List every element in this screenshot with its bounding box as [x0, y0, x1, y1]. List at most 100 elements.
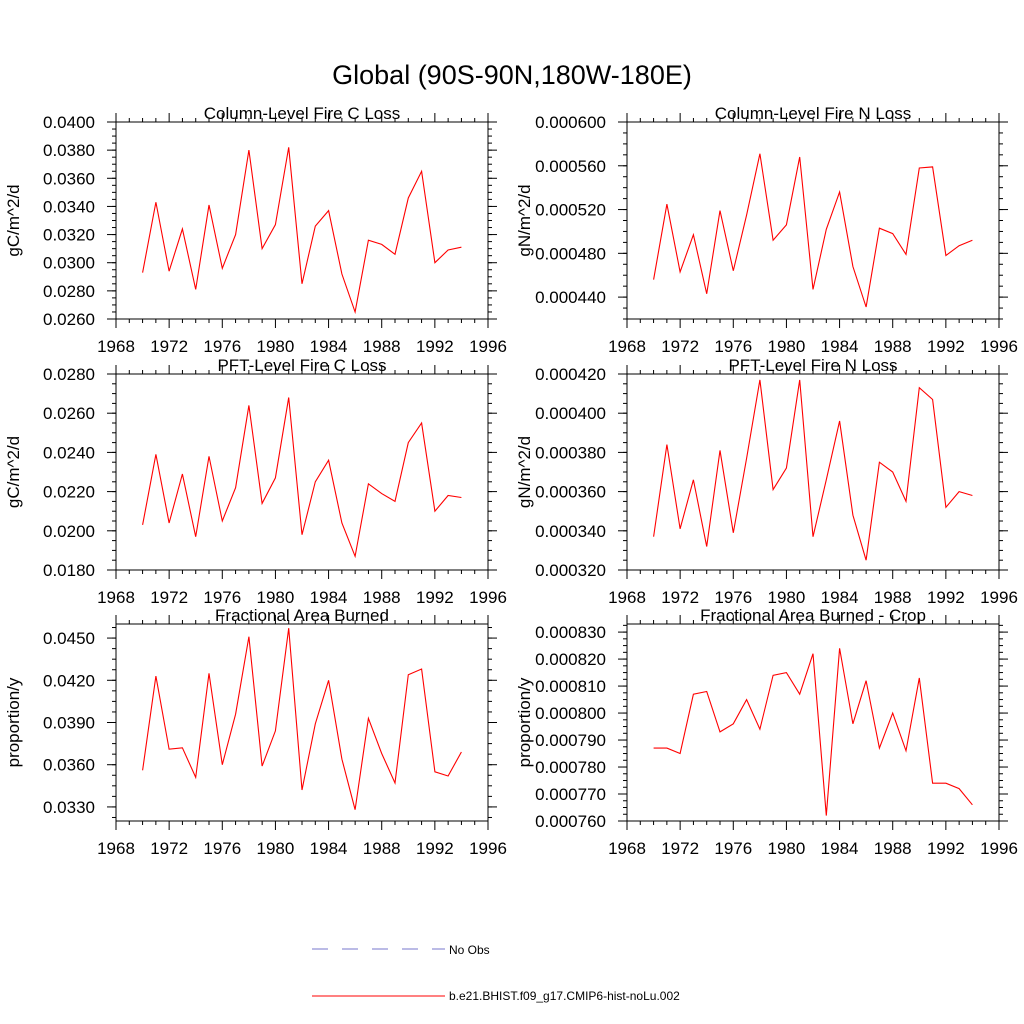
- x-tick-label: 1980: [257, 337, 295, 356]
- x-tick-label: 1984: [821, 839, 859, 858]
- x-tick-label: 1968: [608, 839, 646, 858]
- x-tick-label: 1980: [768, 588, 806, 607]
- x-tick-label: 1996: [469, 337, 507, 356]
- y-axis-label: gN/m^2/d: [515, 184, 534, 256]
- x-tick-label: 1988: [363, 337, 401, 356]
- y-tick-label: 0.000810: [535, 677, 606, 696]
- x-tick-label: 1988: [363, 839, 401, 858]
- panel-title: PFT-Level Fire N Loss: [728, 356, 897, 375]
- x-tick-label: 1968: [97, 839, 135, 858]
- x-tick-label: 1992: [416, 337, 454, 356]
- y-tick-label: 0.000420: [535, 365, 606, 384]
- y-tick-label: 0.0420: [43, 671, 95, 690]
- y-tick-label: 0.000440: [535, 288, 606, 307]
- legend-label-model: b.e21.BHIST.f09_g17.CMIP6-hist-noLu.002: [449, 989, 680, 1003]
- y-tick-label: 0.0300: [43, 254, 95, 273]
- x-tick-label: 1984: [310, 839, 348, 858]
- x-tick-label: 1988: [363, 588, 401, 607]
- y-tick-label: 0.000760: [535, 812, 606, 831]
- x-tick-label: 1968: [97, 588, 135, 607]
- y-tick-label: 0.0260: [43, 310, 95, 329]
- y-axis-label: gN/m^2/d: [515, 436, 534, 508]
- x-tick-label: 1992: [416, 588, 454, 607]
- chart-panel-3: PFT-Level Fire C Loss 1968 1972 1976 1980 198…: [4, 356, 507, 607]
- x-tick-label: 1976: [714, 588, 752, 607]
- x-tick-label: 1984: [821, 588, 859, 607]
- x-tick-label: 1972: [661, 839, 699, 858]
- y-tick-label: 0.0360: [43, 169, 95, 188]
- y-tick-label: 0.0260: [43, 404, 95, 423]
- y-tick-label: 0.000340: [535, 522, 606, 541]
- plot-frame: [115, 623, 489, 822]
- x-tick-label: 1988: [874, 337, 912, 356]
- x-tick-label: 1980: [257, 588, 295, 607]
- y-tick-label: 0.000790: [535, 731, 606, 750]
- plot-frame: [115, 121, 489, 320]
- y-tick-label: 0.0390: [43, 714, 95, 733]
- x-tick-label: 1984: [310, 588, 348, 607]
- x-tick-label: 1992: [927, 337, 965, 356]
- y-tick-label: 0.0360: [43, 756, 95, 775]
- plot-frame: [115, 373, 489, 571]
- y-tick-label: 0.000830: [535, 623, 606, 642]
- x-tick-label: 1992: [416, 839, 454, 858]
- x-tick-label: 1984: [821, 337, 859, 356]
- legend: No Obs b.e21.BHIST.f09_g17.CMIP6-hist-no…: [312, 943, 680, 1003]
- panel-title: Fractional Area Burned - Crop: [700, 606, 926, 625]
- y-tick-label: 0.0180: [43, 561, 95, 580]
- y-tick-label: 0.000600: [535, 113, 606, 132]
- y-tick-label: 0.0340: [43, 197, 95, 216]
- x-tick-label: 1988: [874, 839, 912, 858]
- y-tick-label: 0.0280: [43, 282, 95, 301]
- y-tick-label: 0.0280: [43, 365, 95, 384]
- x-tick-label: 1976: [203, 337, 241, 356]
- page-title: Global (90S-90N,180W-180E): [332, 60, 692, 90]
- y-tick-label: 0.0240: [43, 443, 95, 462]
- series-line-1: [142, 628, 462, 810]
- x-tick-label: 1980: [768, 839, 806, 858]
- x-tick-label: 1972: [150, 588, 188, 607]
- y-axis-label: proportion/y: [515, 677, 534, 767]
- series-line-1: [142, 397, 462, 559]
- panel-title: Column-Level Fire N Loss: [715, 104, 912, 123]
- y-axis-label: gC/m^2/d: [4, 184, 23, 256]
- y-tick-label: 0.000520: [535, 201, 606, 220]
- y-tick-label: 0.0450: [43, 629, 95, 648]
- x-tick-label: 1988: [874, 588, 912, 607]
- chart-panel-2: Column-Level Fire N Loss 1968 1972 1976 1980…: [515, 104, 1018, 356]
- y-tick-label: 0.0400: [43, 113, 95, 132]
- y-tick-label: 0.000820: [535, 650, 606, 669]
- x-tick-label: 1996: [980, 337, 1018, 356]
- plot-frame: [626, 623, 1000, 822]
- x-tick-label: 1972: [150, 337, 188, 356]
- series-line-1: [653, 379, 973, 561]
- x-tick-label: 1984: [310, 337, 348, 356]
- y-tick-label: 0.000770: [535, 785, 606, 804]
- x-tick-label: 1992: [927, 839, 965, 858]
- x-tick-label: 1968: [608, 337, 646, 356]
- x-tick-label: 1976: [203, 839, 241, 858]
- y-axis-label: gC/m^2/d: [4, 436, 23, 508]
- chart-panel-5: Fractional Area Burned 1968 1972 1976 1980 19…: [4, 606, 507, 858]
- x-tick-label: 1976: [203, 588, 241, 607]
- x-tick-label: 1996: [469, 588, 507, 607]
- x-tick-label: 1972: [150, 839, 188, 858]
- x-tick-label: 1992: [927, 588, 965, 607]
- series-line-1: [653, 648, 973, 816]
- y-tick-label: 0.000380: [535, 443, 606, 462]
- x-tick-label: 1972: [661, 337, 699, 356]
- x-tick-label: 1996: [469, 839, 507, 858]
- y-tick-label: 0.0320: [43, 226, 95, 245]
- x-tick-label: 1972: [661, 588, 699, 607]
- x-tick-label: 1968: [97, 337, 135, 356]
- legend-label-no-obs: No Obs: [449, 943, 490, 957]
- series-line-1: [653, 153, 973, 308]
- y-tick-label: 0.000800: [535, 704, 606, 723]
- chart-panel-1: Column-Level Fire C Loss 1968 1972 1976 1980…: [4, 104, 507, 356]
- y-tick-label: 0.000400: [535, 404, 606, 423]
- panel-title: Fractional Area Burned: [215, 606, 389, 625]
- y-axis-label: proportion/y: [4, 677, 23, 767]
- plot-frame: [626, 373, 1000, 571]
- panel-title: Column-Level Fire C Loss: [204, 104, 401, 123]
